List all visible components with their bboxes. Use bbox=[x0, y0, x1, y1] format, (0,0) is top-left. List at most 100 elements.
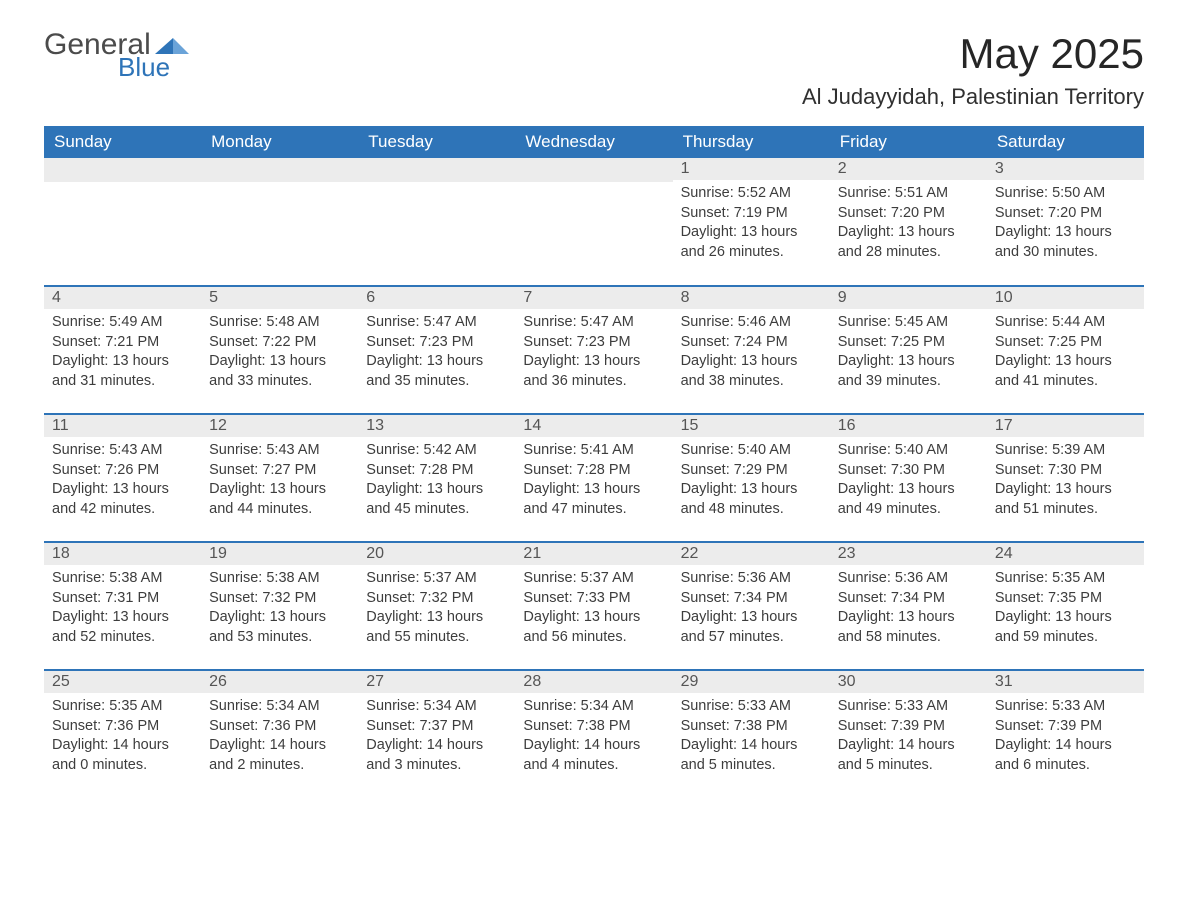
sunrise-text: Sunrise: 5:34 AM bbox=[523, 697, 664, 717]
calendar-cell: 21Sunrise: 5:37 AMSunset: 7:33 PMDayligh… bbox=[515, 542, 672, 670]
day-number: 8 bbox=[673, 287, 830, 309]
sunrise-text: Sunrise: 5:50 AM bbox=[995, 184, 1136, 204]
daylight-text: Daylight: 13 hours and 28 minutes. bbox=[838, 223, 979, 262]
day-number: 4 bbox=[44, 287, 201, 309]
sunset-text: Sunset: 7:30 PM bbox=[838, 461, 979, 481]
weekday-header-row: SundayMondayTuesdayWednesdayThursdayFrid… bbox=[44, 126, 1144, 158]
day-details: Sunrise: 5:50 AMSunset: 7:20 PMDaylight:… bbox=[987, 180, 1144, 272]
day-number: 1 bbox=[673, 158, 830, 180]
sunrise-text: Sunrise: 5:47 AM bbox=[366, 313, 507, 333]
sunset-text: Sunset: 7:33 PM bbox=[523, 589, 664, 609]
daylight-text: Daylight: 13 hours and 49 minutes. bbox=[838, 480, 979, 519]
sunrise-text: Sunrise: 5:33 AM bbox=[838, 697, 979, 717]
calendar-cell: 26Sunrise: 5:34 AMSunset: 7:36 PMDayligh… bbox=[201, 670, 358, 798]
weekday-header: Wednesday bbox=[515, 126, 672, 158]
sunrise-text: Sunrise: 5:41 AM bbox=[523, 441, 664, 461]
day-details: Sunrise: 5:36 AMSunset: 7:34 PMDaylight:… bbox=[830, 565, 987, 657]
daylight-text: Daylight: 14 hours and 4 minutes. bbox=[523, 736, 664, 775]
sunset-text: Sunset: 7:23 PM bbox=[523, 333, 664, 353]
calendar-cell: 25Sunrise: 5:35 AMSunset: 7:36 PMDayligh… bbox=[44, 670, 201, 798]
day-number: 7 bbox=[515, 287, 672, 309]
calendar-cell: 1Sunrise: 5:52 AMSunset: 7:19 PMDaylight… bbox=[673, 158, 830, 286]
weekday-header: Tuesday bbox=[358, 126, 515, 158]
sunset-text: Sunset: 7:31 PM bbox=[52, 589, 193, 609]
sunrise-text: Sunrise: 5:46 AM bbox=[681, 313, 822, 333]
day-details: Sunrise: 5:33 AMSunset: 7:38 PMDaylight:… bbox=[673, 693, 830, 785]
sunrise-text: Sunrise: 5:38 AM bbox=[209, 569, 350, 589]
day-number-empty bbox=[515, 158, 672, 182]
day-number: 21 bbox=[515, 543, 672, 565]
calendar-cell: 17Sunrise: 5:39 AMSunset: 7:30 PMDayligh… bbox=[987, 414, 1144, 542]
daylight-text: Daylight: 14 hours and 6 minutes. bbox=[995, 736, 1136, 775]
day-details: Sunrise: 5:35 AMSunset: 7:36 PMDaylight:… bbox=[44, 693, 201, 785]
daylight-text: Daylight: 13 hours and 47 minutes. bbox=[523, 480, 664, 519]
calendar-cell: 3Sunrise: 5:50 AMSunset: 7:20 PMDaylight… bbox=[987, 158, 1144, 286]
sunset-text: Sunset: 7:36 PM bbox=[209, 717, 350, 737]
sunrise-text: Sunrise: 5:36 AM bbox=[838, 569, 979, 589]
calendar-cell bbox=[44, 158, 201, 286]
calendar-cell: 24Sunrise: 5:35 AMSunset: 7:35 PMDayligh… bbox=[987, 542, 1144, 670]
day-number: 15 bbox=[673, 415, 830, 437]
sunset-text: Sunset: 7:39 PM bbox=[838, 717, 979, 737]
sunrise-text: Sunrise: 5:38 AM bbox=[52, 569, 193, 589]
calendar-cell: 7Sunrise: 5:47 AMSunset: 7:23 PMDaylight… bbox=[515, 286, 672, 414]
calendar-cell: 23Sunrise: 5:36 AMSunset: 7:34 PMDayligh… bbox=[830, 542, 987, 670]
day-details: Sunrise: 5:33 AMSunset: 7:39 PMDaylight:… bbox=[830, 693, 987, 785]
day-details: Sunrise: 5:38 AMSunset: 7:31 PMDaylight:… bbox=[44, 565, 201, 657]
logo: General Blue bbox=[44, 30, 189, 80]
day-number: 6 bbox=[358, 287, 515, 309]
sunset-text: Sunset: 7:20 PM bbox=[995, 204, 1136, 224]
sunset-text: Sunset: 7:36 PM bbox=[52, 717, 193, 737]
sunset-text: Sunset: 7:38 PM bbox=[523, 717, 664, 737]
calendar-body: 1Sunrise: 5:52 AMSunset: 7:19 PMDaylight… bbox=[44, 158, 1144, 798]
day-details: Sunrise: 5:45 AMSunset: 7:25 PMDaylight:… bbox=[830, 309, 987, 401]
calendar-cell: 20Sunrise: 5:37 AMSunset: 7:32 PMDayligh… bbox=[358, 542, 515, 670]
sunset-text: Sunset: 7:32 PM bbox=[209, 589, 350, 609]
day-number: 22 bbox=[673, 543, 830, 565]
sunset-text: Sunset: 7:29 PM bbox=[681, 461, 822, 481]
calendar-cell: 19Sunrise: 5:38 AMSunset: 7:32 PMDayligh… bbox=[201, 542, 358, 670]
day-number: 31 bbox=[987, 671, 1144, 693]
daylight-text: Daylight: 14 hours and 3 minutes. bbox=[366, 736, 507, 775]
calendar-table: SundayMondayTuesdayWednesdayThursdayFrid… bbox=[44, 126, 1144, 798]
day-number: 3 bbox=[987, 158, 1144, 180]
day-details: Sunrise: 5:34 AMSunset: 7:37 PMDaylight:… bbox=[358, 693, 515, 785]
weekday-header: Sunday bbox=[44, 126, 201, 158]
weekday-header: Thursday bbox=[673, 126, 830, 158]
sunset-text: Sunset: 7:25 PM bbox=[995, 333, 1136, 353]
daylight-text: Daylight: 13 hours and 31 minutes. bbox=[52, 352, 193, 391]
calendar-cell: 18Sunrise: 5:38 AMSunset: 7:31 PMDayligh… bbox=[44, 542, 201, 670]
sunrise-text: Sunrise: 5:33 AM bbox=[681, 697, 822, 717]
calendar-cell: 9Sunrise: 5:45 AMSunset: 7:25 PMDaylight… bbox=[830, 286, 987, 414]
calendar-cell: 4Sunrise: 5:49 AMSunset: 7:21 PMDaylight… bbox=[44, 286, 201, 414]
day-number-empty bbox=[358, 158, 515, 182]
daylight-text: Daylight: 13 hours and 26 minutes. bbox=[681, 223, 822, 262]
calendar-cell: 16Sunrise: 5:40 AMSunset: 7:30 PMDayligh… bbox=[830, 414, 987, 542]
day-details: Sunrise: 5:52 AMSunset: 7:19 PMDaylight:… bbox=[673, 180, 830, 272]
sunset-text: Sunset: 7:34 PM bbox=[681, 589, 822, 609]
day-details: Sunrise: 5:48 AMSunset: 7:22 PMDaylight:… bbox=[201, 309, 358, 401]
day-number: 2 bbox=[830, 158, 987, 180]
sunset-text: Sunset: 7:21 PM bbox=[52, 333, 193, 353]
sunset-text: Sunset: 7:24 PM bbox=[681, 333, 822, 353]
sunset-text: Sunset: 7:32 PM bbox=[366, 589, 507, 609]
day-details: Sunrise: 5:42 AMSunset: 7:28 PMDaylight:… bbox=[358, 437, 515, 529]
calendar-cell: 5Sunrise: 5:48 AMSunset: 7:22 PMDaylight… bbox=[201, 286, 358, 414]
daylight-text: Daylight: 14 hours and 0 minutes. bbox=[52, 736, 193, 775]
daylight-text: Daylight: 13 hours and 48 minutes. bbox=[681, 480, 822, 519]
daylight-text: Daylight: 14 hours and 2 minutes. bbox=[209, 736, 350, 775]
sunrise-text: Sunrise: 5:45 AM bbox=[838, 313, 979, 333]
daylight-text: Daylight: 14 hours and 5 minutes. bbox=[681, 736, 822, 775]
calendar-cell: 22Sunrise: 5:36 AMSunset: 7:34 PMDayligh… bbox=[673, 542, 830, 670]
daylight-text: Daylight: 14 hours and 5 minutes. bbox=[838, 736, 979, 775]
weekday-header: Friday bbox=[830, 126, 987, 158]
daylight-text: Daylight: 13 hours and 56 minutes. bbox=[523, 608, 664, 647]
daylight-text: Daylight: 13 hours and 35 minutes. bbox=[366, 352, 507, 391]
daylight-text: Daylight: 13 hours and 39 minutes. bbox=[838, 352, 979, 391]
title-block: May 2025 Al Judayyidah, Palestinian Terr… bbox=[802, 30, 1144, 120]
sunrise-text: Sunrise: 5:43 AM bbox=[209, 441, 350, 461]
sunrise-text: Sunrise: 5:33 AM bbox=[995, 697, 1136, 717]
day-number: 10 bbox=[987, 287, 1144, 309]
calendar-week-row: 18Sunrise: 5:38 AMSunset: 7:31 PMDayligh… bbox=[44, 542, 1144, 670]
daylight-text: Daylight: 13 hours and 59 minutes. bbox=[995, 608, 1136, 647]
